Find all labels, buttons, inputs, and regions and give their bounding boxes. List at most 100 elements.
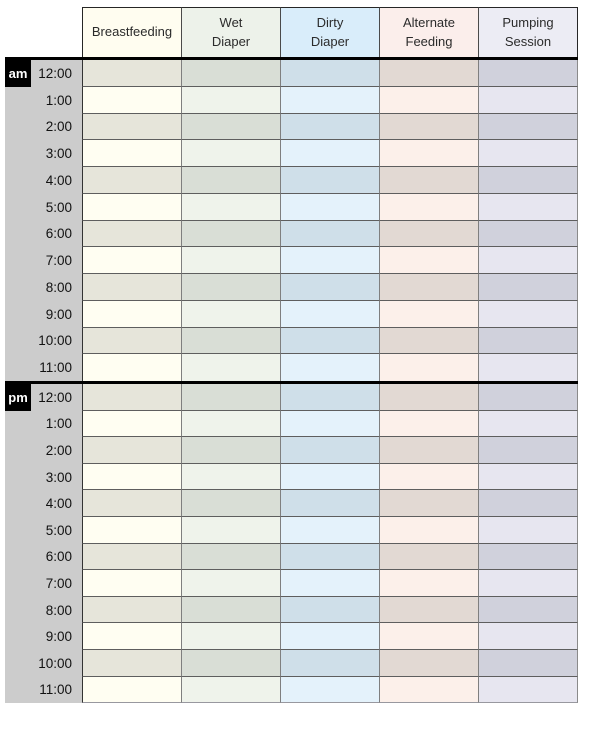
log-cell-dirty-diaper-pm-3:00[interactable] <box>280 463 379 491</box>
log-cell-breastfeeding-am-9:00[interactable] <box>82 300 181 328</box>
log-cell-pumping-session-pm-4:00[interactable] <box>478 490 578 517</box>
log-cell-alternate-feeding-am-12:00[interactable] <box>379 60 478 87</box>
log-cell-dirty-diaper-pm-8:00[interactable] <box>280 596 379 624</box>
log-cell-dirty-diaper-pm-4:00[interactable] <box>280 490 379 517</box>
log-cell-pumping-session-pm-8:00[interactable] <box>478 596 578 624</box>
log-cell-dirty-diaper-am-12:00[interactable] <box>280 60 379 87</box>
log-cell-breastfeeding-am-4:00[interactable] <box>82 167 181 194</box>
log-cell-breastfeeding-pm-11:00[interactable] <box>82 676 181 704</box>
log-cell-alternate-feeding-am-7:00[interactable] <box>379 247 478 274</box>
log-cell-wet-diaper-am-4:00[interactable] <box>181 167 280 194</box>
log-cell-dirty-diaper-pm-5:00[interactable] <box>280 516 379 544</box>
log-cell-dirty-diaper-pm-10:00[interactable] <box>280 649 379 677</box>
log-cell-pumping-session-pm-5:00[interactable] <box>478 516 578 544</box>
log-cell-breastfeeding-pm-3:00[interactable] <box>82 463 181 491</box>
log-cell-dirty-diaper-am-9:00[interactable] <box>280 300 379 328</box>
log-cell-wet-diaper-pm-11:00[interactable] <box>181 676 280 704</box>
log-cell-pumping-session-pm-12:00[interactable] <box>478 384 578 411</box>
log-cell-wet-diaper-pm-9:00[interactable] <box>181 623 280 650</box>
log-cell-wet-diaper-pm-12:00[interactable] <box>181 384 280 411</box>
log-cell-pumping-session-pm-6:00[interactable] <box>478 543 578 571</box>
log-cell-breastfeeding-pm-10:00[interactable] <box>82 649 181 677</box>
log-cell-breastfeeding-am-3:00[interactable] <box>82 140 181 167</box>
log-cell-wet-diaper-am-5:00[interactable] <box>181 193 280 221</box>
log-cell-breastfeeding-am-11:00[interactable] <box>82 354 181 381</box>
log-cell-alternate-feeding-pm-4:00[interactable] <box>379 490 478 517</box>
log-cell-alternate-feeding-am-2:00[interactable] <box>379 113 478 141</box>
log-cell-pumping-session-pm-3:00[interactable] <box>478 463 578 491</box>
log-cell-pumping-session-am-1:00[interactable] <box>478 86 578 114</box>
log-cell-dirty-diaper-am-5:00[interactable] <box>280 193 379 221</box>
log-cell-breastfeeding-am-8:00[interactable] <box>82 274 181 301</box>
log-cell-alternate-feeding-pm-3:00[interactable] <box>379 463 478 491</box>
log-cell-breastfeeding-am-1:00[interactable] <box>82 86 181 114</box>
log-cell-alternate-feeding-pm-2:00[interactable] <box>379 437 478 464</box>
log-cell-breastfeeding-pm-2:00[interactable] <box>82 437 181 464</box>
log-cell-alternate-feeding-pm-8:00[interactable] <box>379 596 478 624</box>
log-cell-pumping-session-am-12:00[interactable] <box>478 60 578 87</box>
log-cell-dirty-diaper-pm-2:00[interactable] <box>280 437 379 464</box>
log-cell-breastfeeding-am-10:00[interactable] <box>82 327 181 355</box>
log-cell-breastfeeding-am-6:00[interactable] <box>82 220 181 248</box>
log-cell-pumping-session-am-9:00[interactable] <box>478 300 578 328</box>
log-cell-wet-diaper-am-2:00[interactable] <box>181 113 280 141</box>
log-cell-dirty-diaper-am-2:00[interactable] <box>280 113 379 141</box>
log-cell-dirty-diaper-am-6:00[interactable] <box>280 220 379 248</box>
log-cell-pumping-session-am-11:00[interactable] <box>478 354 578 381</box>
log-cell-breastfeeding-pm-9:00[interactable] <box>82 623 181 650</box>
log-cell-pumping-session-am-5:00[interactable] <box>478 193 578 221</box>
log-cell-wet-diaper-pm-7:00[interactable] <box>181 570 280 597</box>
log-cell-alternate-feeding-am-10:00[interactable] <box>379 327 478 355</box>
log-cell-pumping-session-am-2:00[interactable] <box>478 113 578 141</box>
log-cell-dirty-diaper-pm-6:00[interactable] <box>280 543 379 571</box>
log-cell-dirty-diaper-am-3:00[interactable] <box>280 140 379 167</box>
log-cell-breastfeeding-pm-6:00[interactable] <box>82 543 181 571</box>
log-cell-wet-diaper-pm-2:00[interactable] <box>181 437 280 464</box>
log-cell-dirty-diaper-am-10:00[interactable] <box>280 327 379 355</box>
log-cell-wet-diaper-pm-1:00[interactable] <box>181 410 280 438</box>
log-cell-wet-diaper-pm-10:00[interactable] <box>181 649 280 677</box>
log-cell-wet-diaper-am-1:00[interactable] <box>181 86 280 114</box>
log-cell-dirty-diaper-pm-7:00[interactable] <box>280 570 379 597</box>
log-cell-breastfeeding-pm-7:00[interactable] <box>82 570 181 597</box>
log-cell-pumping-session-am-8:00[interactable] <box>478 274 578 301</box>
log-cell-dirty-diaper-pm-9:00[interactable] <box>280 623 379 650</box>
log-cell-pumping-session-pm-9:00[interactable] <box>478 623 578 650</box>
log-cell-wet-diaper-am-10:00[interactable] <box>181 327 280 355</box>
log-cell-alternate-feeding-am-1:00[interactable] <box>379 86 478 114</box>
log-cell-breastfeeding-pm-8:00[interactable] <box>82 596 181 624</box>
log-cell-alternate-feeding-am-5:00[interactable] <box>379 193 478 221</box>
log-cell-dirty-diaper-pm-12:00[interactable] <box>280 384 379 411</box>
log-cell-dirty-diaper-am-11:00[interactable] <box>280 354 379 381</box>
log-cell-wet-diaper-am-12:00[interactable] <box>181 60 280 87</box>
log-cell-pumping-session-am-7:00[interactable] <box>478 247 578 274</box>
log-cell-alternate-feeding-pm-6:00[interactable] <box>379 543 478 571</box>
log-cell-dirty-diaper-pm-11:00[interactable] <box>280 676 379 704</box>
log-cell-alternate-feeding-pm-11:00[interactable] <box>379 676 478 704</box>
log-cell-pumping-session-am-3:00[interactable] <box>478 140 578 167</box>
log-cell-alternate-feeding-am-6:00[interactable] <box>379 220 478 248</box>
log-cell-alternate-feeding-am-4:00[interactable] <box>379 167 478 194</box>
log-cell-dirty-diaper-am-4:00[interactable] <box>280 167 379 194</box>
log-cell-wet-diaper-am-9:00[interactable] <box>181 300 280 328</box>
log-cell-breastfeeding-pm-12:00[interactable] <box>82 384 181 411</box>
log-cell-pumping-session-am-6:00[interactable] <box>478 220 578 248</box>
log-cell-wet-diaper-am-7:00[interactable] <box>181 247 280 274</box>
log-cell-wet-diaper-pm-3:00[interactable] <box>181 463 280 491</box>
log-cell-alternate-feeding-pm-7:00[interactable] <box>379 570 478 597</box>
log-cell-alternate-feeding-am-3:00[interactable] <box>379 140 478 167</box>
log-cell-wet-diaper-am-8:00[interactable] <box>181 274 280 301</box>
log-cell-alternate-feeding-am-8:00[interactable] <box>379 274 478 301</box>
log-cell-breastfeeding-pm-4:00[interactable] <box>82 490 181 517</box>
log-cell-alternate-feeding-am-9:00[interactable] <box>379 300 478 328</box>
log-cell-pumping-session-pm-1:00[interactable] <box>478 410 578 438</box>
log-cell-wet-diaper-pm-6:00[interactable] <box>181 543 280 571</box>
log-cell-wet-diaper-pm-4:00[interactable] <box>181 490 280 517</box>
log-cell-breastfeeding-am-12:00[interactable] <box>82 60 181 87</box>
log-cell-pumping-session-pm-2:00[interactable] <box>478 437 578 464</box>
log-cell-dirty-diaper-pm-1:00[interactable] <box>280 410 379 438</box>
log-cell-alternate-feeding-pm-9:00[interactable] <box>379 623 478 650</box>
log-cell-dirty-diaper-am-8:00[interactable] <box>280 274 379 301</box>
log-cell-alternate-feeding-pm-10:00[interactable] <box>379 649 478 677</box>
log-cell-wet-diaper-pm-5:00[interactable] <box>181 516 280 544</box>
